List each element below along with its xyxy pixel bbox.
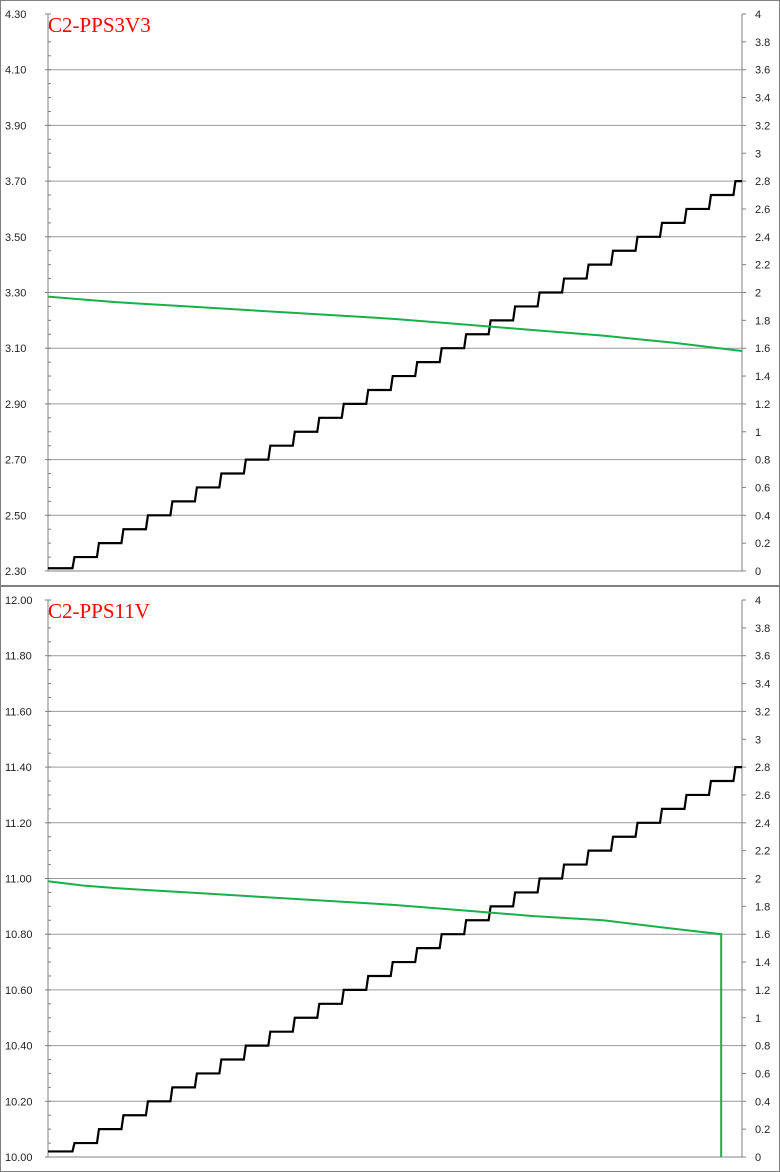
left-tick-label: 11.00 — [5, 874, 32, 886]
chart-ppS3v3: 4.30 4.10 3.90 3.70 3.50 3.30 3.10 2.90 2.70 2.50… — [0, 0, 780, 586]
left-tick-label: 4.10 — [5, 65, 26, 77]
right-tick-label: 2.8 — [755, 762, 770, 774]
chart-pps11v: 12.0011.8011.6011.4011.2011.0010.8010.60… — [0, 586, 780, 1172]
chart-panel-top: 4.30 4.10 3.90 3.70 3.50 3.30 3.10 2.90 2.70 2.50… — [0, 0, 780, 586]
right-tick-label: 1 — [755, 1013, 761, 1025]
right-tick-label: 2 — [755, 288, 761, 300]
left-tick-label: 10.00 — [5, 1152, 33, 1164]
left-tick-label: 11.80 — [5, 651, 32, 663]
right-tick-label: 3.6 — [755, 65, 770, 77]
right-tick-label: 1 — [755, 427, 761, 439]
right-tick-label: 2.2 — [755, 846, 770, 858]
right-tick-label: 2.6 — [755, 790, 770, 802]
left-tick-label: 3.90 — [5, 120, 26, 132]
right-tick-label: 1.8 — [755, 315, 770, 327]
chart-title: C2-PPS3V3 — [48, 13, 151, 37]
right-tick-label: 2.4 — [755, 818, 770, 830]
left-tick-label: 11.20 — [5, 818, 32, 830]
left-tick-label: 3.30 — [5, 288, 26, 300]
right-tick-label: 0.8 — [755, 455, 770, 467]
right-tick-label: 1.4 — [755, 371, 770, 383]
right-tick-label: 0.6 — [755, 1068, 770, 1080]
series-staircase-line — [48, 766, 742, 1153]
left-tick-label: 11.40 — [5, 762, 32, 774]
right-tick-label: 4 — [755, 595, 761, 607]
right-tick-label: 1.6 — [755, 929, 770, 941]
right-tick-label: 0 — [755, 1152, 761, 1164]
series-line — [47, 295, 743, 352]
left-tick-label: 10.60 — [5, 985, 33, 997]
right-tick-label: 3 — [755, 148, 761, 160]
right-tick-label: 0.4 — [755, 1096, 770, 1108]
right-tick-label: 2.6 — [755, 204, 770, 216]
right-tick-label: 2.2 — [755, 260, 770, 272]
left-tick-label: 2.90 — [5, 399, 26, 411]
right-tick-label: 1.2 — [755, 399, 770, 411]
right-tick-label: 0.6 — [755, 482, 770, 494]
right-tick-label: 1.4 — [755, 957, 770, 969]
right-tick-label: 3 — [755, 734, 761, 746]
left-tick-label: 10.80 — [5, 929, 33, 941]
left-tick-label: 12.00 — [5, 595, 33, 607]
left-tick-label: 10.20 — [5, 1096, 33, 1108]
right-tick-label: 2.8 — [755, 176, 770, 188]
chart-panel-bottom: 12.00 11.80 11.60 11.40 11.20 11.00 10.80 10.60… — [0, 586, 780, 1172]
right-tick-label: 3.8 — [755, 37, 770, 49]
left-tick-label: 2.30 — [5, 566, 26, 578]
right-tick-label: 3.6 — [755, 651, 770, 663]
right-tick-label: 3.8 — [755, 623, 770, 635]
right-tick-label: 0.4 — [755, 510, 770, 522]
right-tick-label: 3.4 — [755, 93, 770, 105]
right-tick-label: 0 — [755, 566, 761, 578]
right-tick-label: 4 — [755, 9, 761, 21]
left-tick-label: 3.50 — [5, 232, 26, 244]
left-tick-label: 2.70 — [5, 455, 26, 467]
right-tick-label: 3.2 — [755, 120, 770, 132]
right-tick-label: 2.4 — [755, 232, 770, 244]
left-tick-label: 4.30 — [5, 9, 26, 21]
chart-title: C2-PPS11V — [48, 599, 150, 623]
left-tick-label: 3.70 — [5, 176, 26, 188]
right-tick-label: 3.2 — [755, 706, 770, 718]
left-tick-label: 2.50 — [5, 510, 26, 522]
right-tick-label: 2 — [755, 874, 761, 886]
left-tick-label: 10.40 — [5, 1041, 33, 1053]
series-staircase-line — [48, 180, 742, 570]
right-tick-label: 1.6 — [755, 343, 770, 355]
right-tick-label: 0.2 — [755, 538, 770, 550]
right-tick-label: 3.4 — [755, 679, 770, 691]
right-tick-label: 0.8 — [755, 1041, 770, 1053]
series-line — [47, 880, 723, 1157]
left-tick-label: 3.10 — [5, 343, 26, 355]
right-tick-label: 1.2 — [755, 985, 770, 997]
right-tick-label: 1.8 — [755, 901, 770, 913]
left-tick-label: 11.60 — [5, 706, 32, 718]
right-tick-label: 0.2 — [755, 1124, 770, 1136]
